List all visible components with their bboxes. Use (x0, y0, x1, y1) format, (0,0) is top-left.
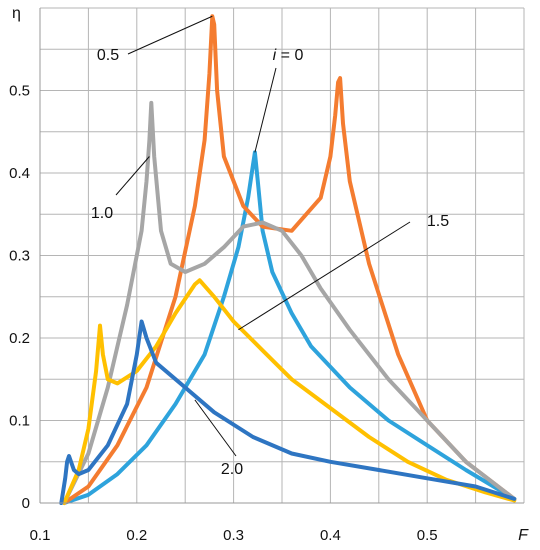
annotations: 0.5 i = 0 1.0 1.5 2.0 (91, 15, 449, 478)
x-tick-label: 0.5 (417, 527, 438, 544)
gridlines (39, 7, 525, 504)
annotation-leader (194, 399, 237, 457)
annotation-leader (115, 156, 150, 196)
x-tick-label: 0.1 (30, 527, 51, 544)
x-tick-label: 0.3 (223, 527, 244, 544)
y-tick-label: 0.3 (9, 248, 30, 265)
x-tick-label: 0.2 (126, 527, 147, 544)
series-line-0-5 (62, 14, 517, 505)
series-line-1-0 (62, 100, 517, 505)
annotation-label: 2.0 (221, 461, 243, 478)
y-tick-label: 0.5 (9, 83, 30, 100)
annotation-label: 0.5 (97, 47, 119, 64)
x-axis-title: F (518, 527, 529, 544)
y-tick-label: 0 (22, 495, 30, 512)
annotation-leader (127, 15, 213, 55)
x-tick-label: 0.4 (320, 527, 341, 544)
series-line-2-0 (59, 319, 517, 505)
plot-series (59, 14, 517, 505)
annotation-label: 1.5 (427, 213, 449, 230)
annotation-leader (254, 67, 277, 153)
annotation-label: 1.0 (91, 205, 113, 222)
y-tick-label: 0.2 (9, 330, 30, 347)
series-line-i0 (62, 150, 517, 505)
annotation-label: i = 0 (273, 47, 304, 64)
y-axis-title: η (12, 5, 21, 22)
y-tick-label: 0.1 (9, 413, 30, 430)
axes (39, 8, 524, 504)
tick-labels: 0.1 0.2 0.3 0.4 0.500.10.20.30.40.5 (9, 83, 437, 545)
y-tick-label: 0.4 (9, 165, 30, 182)
annotation-leader (238, 221, 411, 331)
series-line-1-5 (62, 278, 517, 505)
